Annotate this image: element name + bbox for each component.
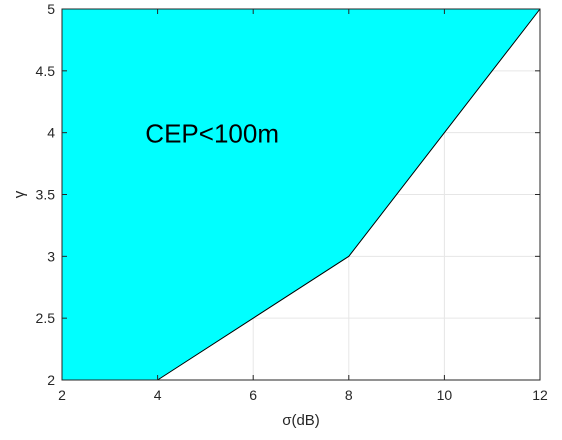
y-tick-label: 3 — [47, 248, 55, 264]
region-annotation: CEP<100m — [145, 119, 279, 149]
x-tick-labels: 2 4 6 8 10 12 — [58, 387, 548, 403]
tick-marks — [61, 8, 541, 381]
x-tick-label: 4 — [154, 387, 162, 403]
y-tick-label: 2 — [47, 372, 55, 388]
y-tick-label: 4 — [47, 125, 55, 141]
x-tick-label: 12 — [532, 387, 548, 403]
x-tick-label: 10 — [437, 387, 453, 403]
y-tick-label: 4.5 — [36, 63, 56, 79]
cep-region — [62, 9, 540, 380]
region-boundary-line — [157, 8, 541, 381]
y-axis-label: γ — [11, 190, 28, 198]
x-axis-label: σ(dB) — [282, 412, 320, 429]
x-tick-label: 2 — [58, 387, 66, 403]
y-tick-label: 5 — [47, 1, 55, 17]
y-tick-label: 3.5 — [36, 187, 56, 203]
x-tick-label: 6 — [249, 387, 257, 403]
y-tick-labels: 2 2.5 3 3.5 4 4.5 5 — [36, 1, 56, 388]
y-tick-label: 2.5 — [36, 310, 56, 326]
x-tick-label: 8 — [345, 387, 353, 403]
